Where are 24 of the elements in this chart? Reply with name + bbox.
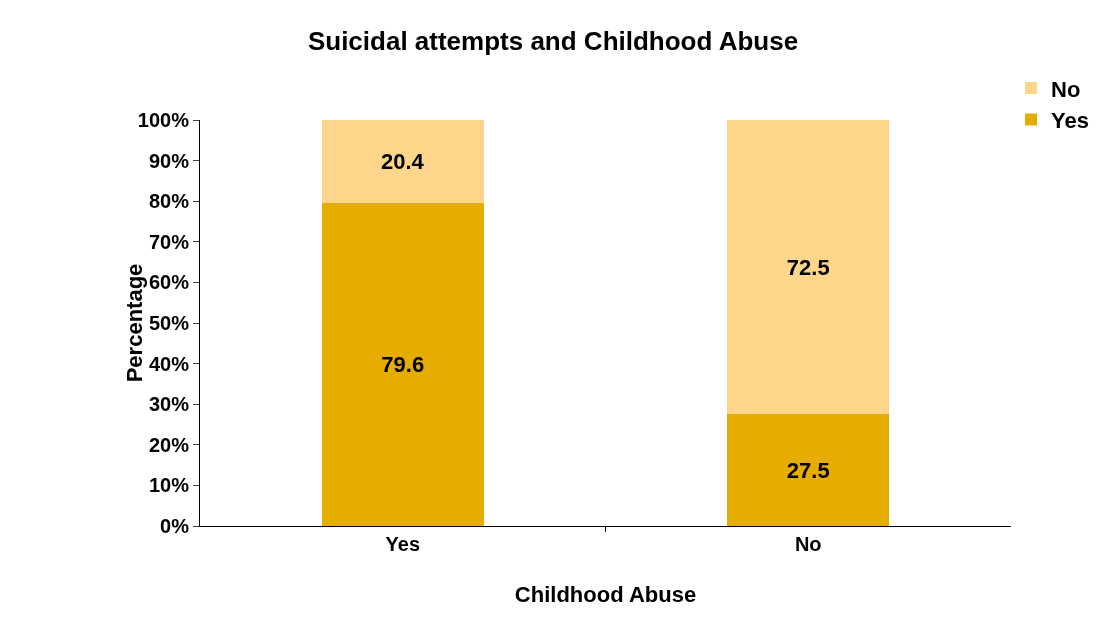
y-tick-label: 60% <box>148 271 190 294</box>
data-label: 79.6 <box>381 351 425 377</box>
y-tick-label: 30% <box>148 393 190 416</box>
y-tick-label: 50% <box>148 312 190 334</box>
y-tick-label: 70% <box>148 230 190 253</box>
data-label: 20.4 <box>380 148 425 174</box>
bar <box>321 202 484 526</box>
y-tick-label: 100% <box>137 109 190 131</box>
x-axis-title: Childhood Abuse <box>514 582 697 607</box>
bar <box>727 414 890 526</box>
legend-label: No <box>1051 76 1081 102</box>
y-tick-label: 10% <box>148 474 190 497</box>
bar <box>727 120 890 415</box>
legend-label: Yes <box>1051 108 1089 134</box>
chart-title: Suicidal attempts and Childhood Abuse <box>307 25 799 56</box>
data-label: 72.5 <box>786 254 830 280</box>
y-tick-label: 90% <box>148 149 190 172</box>
y-axis-title: Percentage <box>121 263 147 383</box>
bar <box>321 120 484 203</box>
y-tick-label: 80% <box>148 190 190 213</box>
y-tick-label: 40% <box>148 352 190 375</box>
y-tick-label: 20% <box>148 433 190 456</box>
y-tick-label: 0% <box>160 515 190 537</box>
data-label: 27.5 <box>786 457 830 483</box>
